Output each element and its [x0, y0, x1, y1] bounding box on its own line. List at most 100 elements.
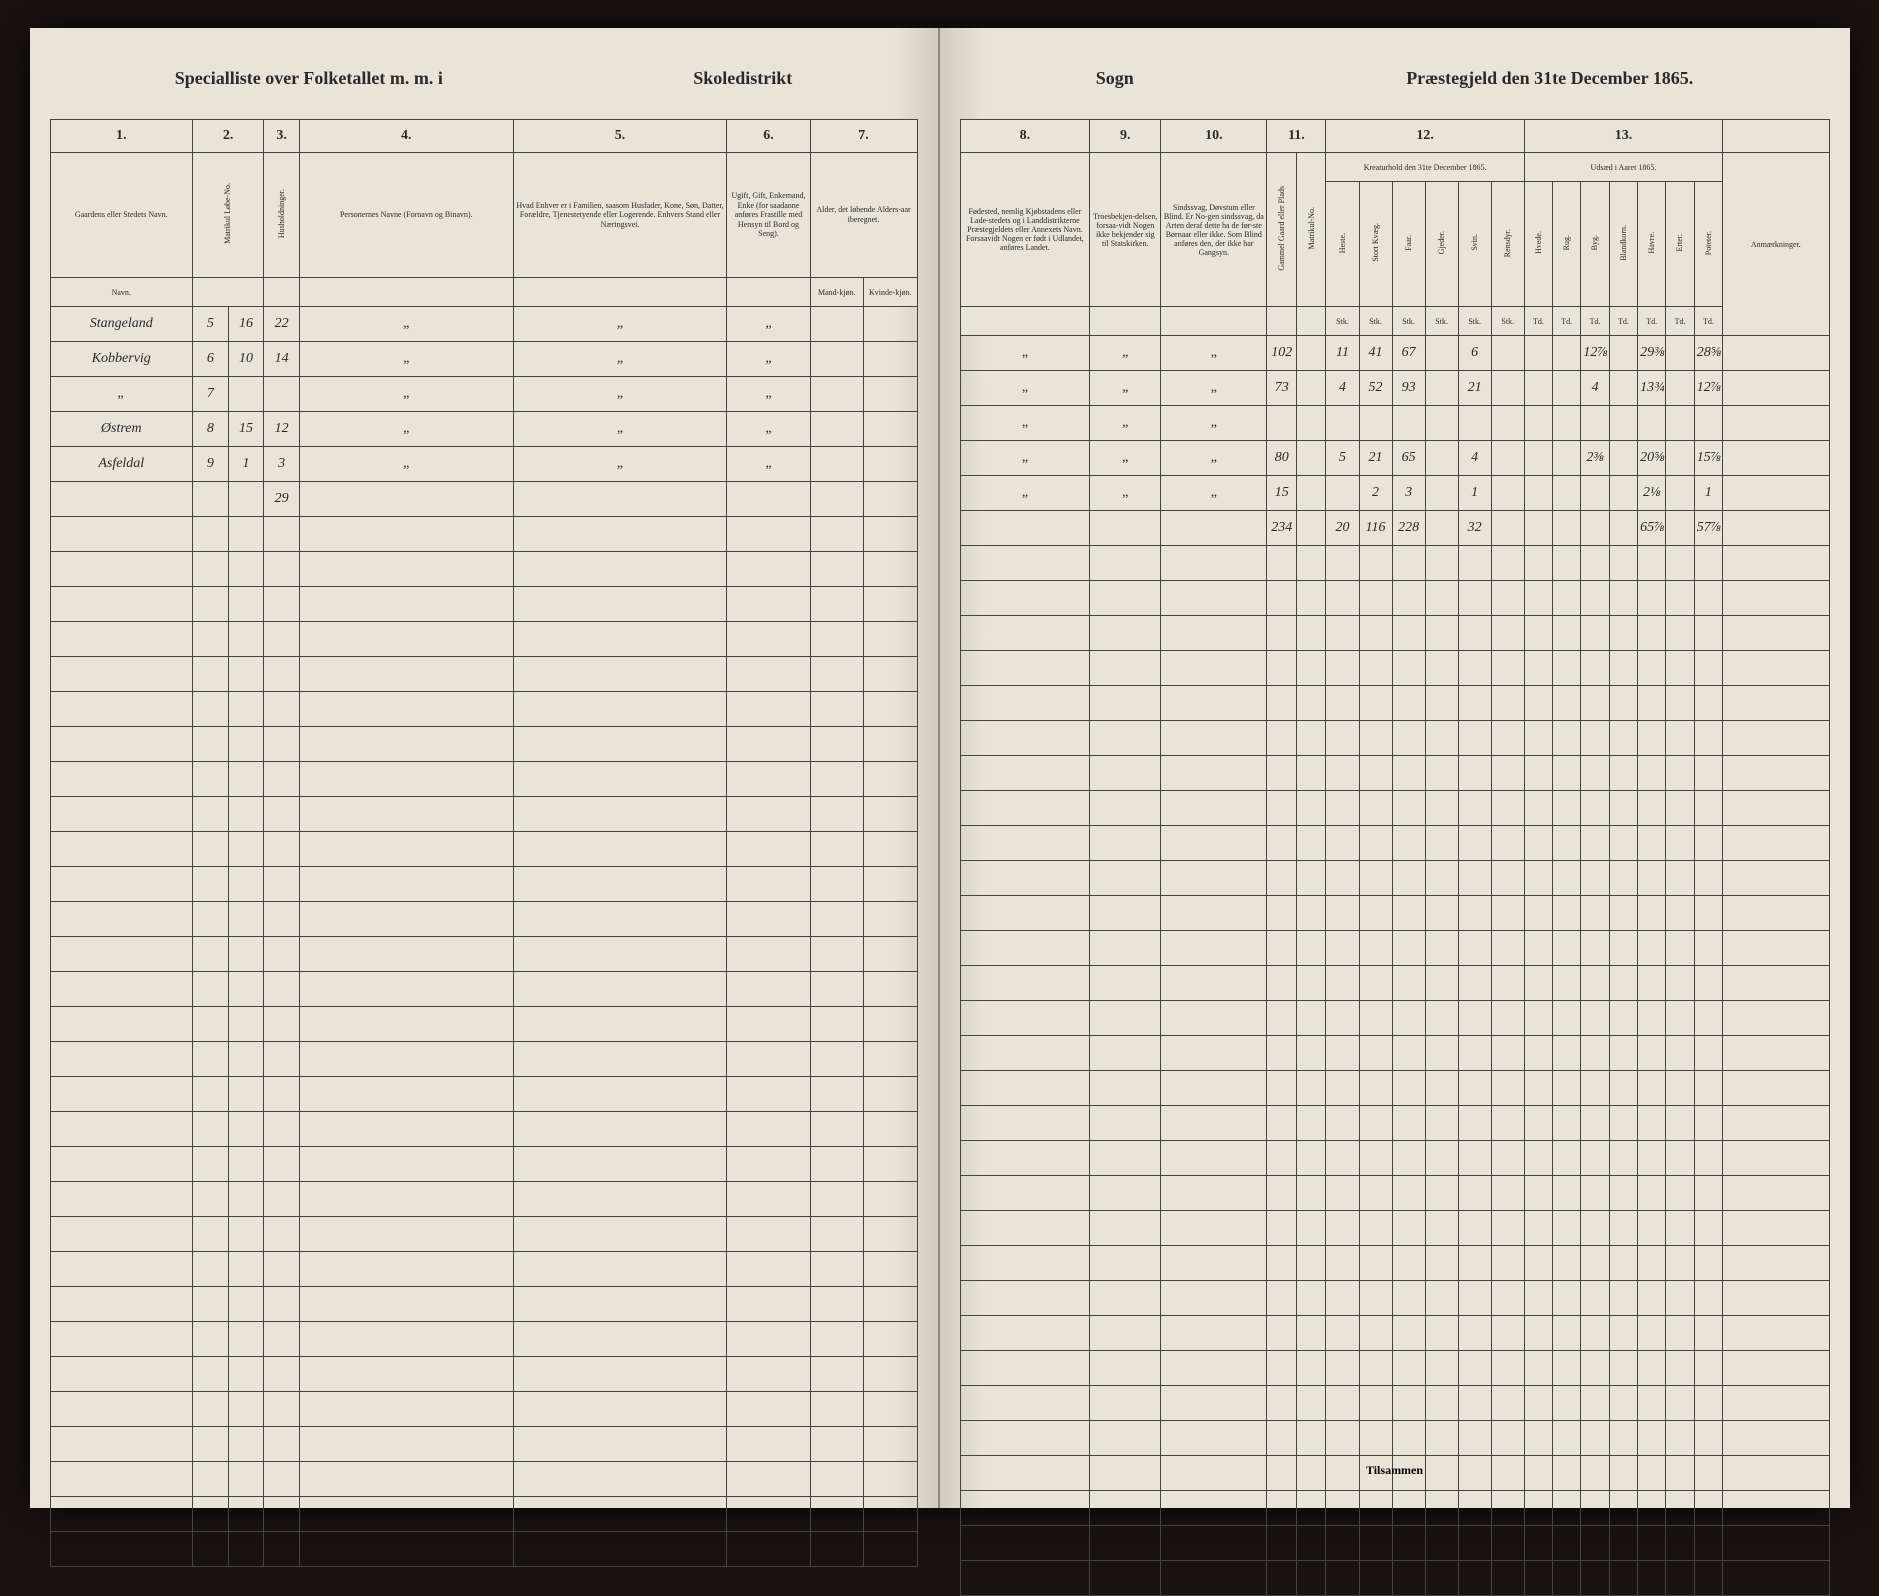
- cell-p: 22: [264, 307, 300, 342]
- sub-navn: Navn.: [50, 278, 193, 307]
- empty-row: [50, 1112, 917, 1147]
- table-row: „„„805216542⅜20⅝15⅞: [960, 441, 1829, 476]
- empty-row: [50, 937, 917, 972]
- empty-row: [50, 1217, 917, 1252]
- cell-p: [264, 377, 300, 412]
- cell-p: 3: [264, 447, 300, 482]
- cell-uds-1: [1553, 511, 1581, 546]
- cell-k: [863, 482, 917, 517]
- cell-kreat-2: 21: [1359, 441, 1392, 476]
- empty-row: [50, 622, 917, 657]
- cell-uds-1: [1553, 336, 1581, 371]
- cell-uds-1: [1553, 406, 1581, 441]
- cell-sind: „: [1161, 406, 1267, 441]
- empty-row: [50, 902, 917, 937]
- empty-row: [960, 756, 1829, 791]
- cell-uds-4: 65⅞: [1638, 511, 1666, 546]
- cell-uds-0: [1524, 511, 1552, 546]
- u-blank5: [1296, 307, 1326, 336]
- cell-11b: [1296, 336, 1326, 371]
- hdr-gjeder: Gjeder.: [1425, 182, 1458, 307]
- empty-row: [50, 1462, 917, 1497]
- empty-row: [960, 1106, 1829, 1141]
- cell-k: [863, 412, 917, 447]
- cell-fodested: „: [960, 476, 1090, 511]
- cell-fodested: „: [960, 406, 1090, 441]
- cell-k: [863, 447, 917, 482]
- right-table-body: „„„102114167612⅞29⅜28⅝„„„734529321413¾12…: [960, 336, 1829, 1596]
- empty-row: [50, 517, 917, 552]
- cell-hh: [228, 377, 264, 412]
- cell-hh: [228, 482, 264, 517]
- cell-uds-1: [1553, 371, 1581, 406]
- cell-names: [299, 482, 513, 517]
- col-num-8: 8.: [960, 120, 1090, 153]
- empty-row: [960, 896, 1829, 931]
- empty-row: [960, 861, 1829, 896]
- u-td1: Td.: [1524, 307, 1552, 336]
- cell-kreat-4: [1425, 511, 1458, 546]
- hdr-blandkorn: Blandkorn.: [1609, 182, 1637, 307]
- cell-uds-4: 2⅛: [1638, 476, 1666, 511]
- cell-names: „: [299, 412, 513, 447]
- cell-mat: 5: [193, 307, 229, 342]
- cell-kreat-2: 116: [1359, 511, 1392, 546]
- cell-uds-6: 28⅝: [1694, 336, 1722, 371]
- empty-row: [960, 1246, 1829, 1281]
- cell-uds-1: [1553, 441, 1581, 476]
- col-num-2: 2.: [193, 120, 264, 153]
- cell-fodested: [960, 511, 1090, 546]
- col-num-9: 9.: [1090, 120, 1161, 153]
- empty-row: [960, 1141, 1829, 1176]
- cell-c12-0: [1267, 406, 1297, 441]
- cell-uds-6: 15⅞: [1694, 441, 1722, 476]
- cell-kreat-2: 41: [1359, 336, 1392, 371]
- header-specialliste: Specialliste over Folketallet m. m. i: [175, 68, 443, 89]
- hdr-familien: Hvad Enhver er i Familien, saasom Husfad…: [513, 153, 727, 278]
- hdr-11a: Gammel Gaard eller Plads: [1267, 153, 1297, 307]
- cell-uds-3: [1609, 371, 1637, 406]
- empty-row: [960, 721, 1829, 756]
- col-header-row-left: Gaardens eller Stedets Navn. Matrikul Lø…: [50, 153, 917, 278]
- cell-family: „: [513, 307, 727, 342]
- empty-row: [50, 1147, 917, 1182]
- hdr-rug: Rug.: [1553, 182, 1581, 307]
- cell-family: „: [513, 447, 727, 482]
- cell-mat: 7: [193, 377, 229, 412]
- cell-hh: 1: [228, 447, 264, 482]
- cell-kreat-5: 1: [1458, 476, 1491, 511]
- cell-uds-6: 57⅞: [1694, 511, 1722, 546]
- u-stk2: Stk.: [1359, 307, 1392, 336]
- empty-row: [50, 867, 917, 902]
- left-page: Specialliste over Folketallet m. m. i Sk…: [30, 28, 940, 1508]
- u-stk1: Stk.: [1326, 307, 1359, 336]
- cell-sind: [1161, 511, 1267, 546]
- left-table: 1. 2. 3. 4. 5. 6. 7. Gaardens eller Sted…: [50, 119, 918, 1567]
- empty-row: [50, 587, 917, 622]
- cell-civil: „: [727, 447, 810, 482]
- cell-sind: „: [1161, 441, 1267, 476]
- header-sogn: Sogn: [1096, 68, 1134, 89]
- table-row: „7„„„: [50, 377, 917, 412]
- empty-row: [50, 1182, 917, 1217]
- cell-kreat-3: [1392, 406, 1425, 441]
- cell-names: „: [299, 447, 513, 482]
- empty-row: [50, 1497, 917, 1532]
- cell-anm: [1723, 441, 1829, 476]
- hdr-havre: Havre.: [1638, 182, 1666, 307]
- cell-m: [810, 482, 863, 517]
- cell-troes: „: [1090, 441, 1161, 476]
- hdr-svin: Svin.: [1458, 182, 1491, 307]
- cell-kreat-5: 4: [1458, 441, 1491, 476]
- cell-kreat-6: [1491, 476, 1524, 511]
- hdr-kvaeg: Stort Kvæg.: [1359, 182, 1392, 307]
- cell-sind: „: [1161, 336, 1267, 371]
- cell-kreat-1: 5: [1326, 441, 1359, 476]
- u-stk3: Stk.: [1392, 307, 1425, 336]
- cell-kreat-4: [1425, 476, 1458, 511]
- empty-row: [960, 1526, 1829, 1561]
- empty-row: [960, 616, 1829, 651]
- census-book: Specialliste over Folketallet m. m. i Sk…: [30, 28, 1850, 1508]
- empty-row: [960, 826, 1829, 861]
- hdr-heste: Heste.: [1326, 182, 1359, 307]
